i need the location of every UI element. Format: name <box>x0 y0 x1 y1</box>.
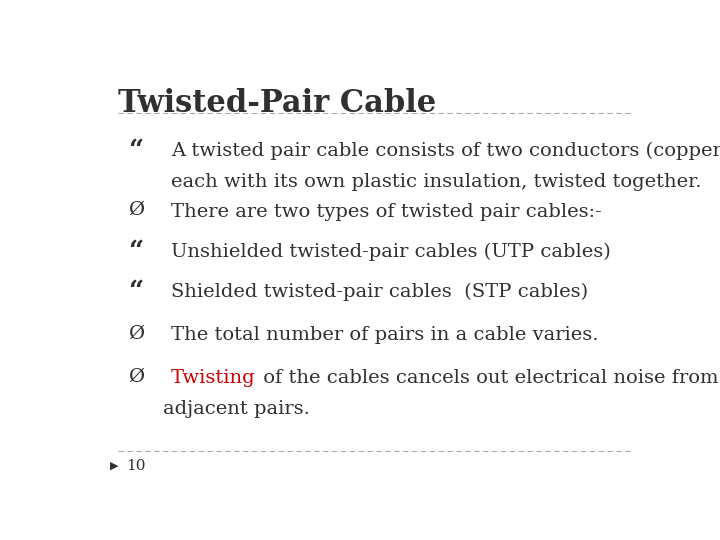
Text: Shielded twisted-pair cables  (STP cables): Shielded twisted-pair cables (STP cables… <box>171 282 588 301</box>
Text: Ø: Ø <box>128 201 144 219</box>
Text: Twisting: Twisting <box>171 369 256 387</box>
Text: “: “ <box>128 279 143 305</box>
Text: 10: 10 <box>126 458 145 472</box>
Text: ▶: ▶ <box>109 461 118 471</box>
Text: The total number of pairs in a cable varies.: The total number of pairs in a cable var… <box>171 326 598 344</box>
Text: Ø: Ø <box>128 368 144 386</box>
Text: A twisted pair cable consists of two conductors (copper),: A twisted pair cable consists of two con… <box>171 141 720 160</box>
Text: There are two types of twisted pair cables:-: There are two types of twisted pair cabl… <box>171 203 602 221</box>
Text: “: “ <box>128 239 143 265</box>
Text: each with its own plastic insulation, twisted together.: each with its own plastic insulation, tw… <box>171 173 701 191</box>
Text: Twisted-Pair Cable: Twisted-Pair Cable <box>118 87 436 119</box>
Text: “: “ <box>128 138 143 164</box>
Text: adjacent pairs.: adjacent pairs. <box>163 400 310 418</box>
Text: Ø: Ø <box>128 324 144 342</box>
Text: Unshielded twisted-pair cables (UTP cables): Unshielded twisted-pair cables (UTP cabl… <box>171 243 611 261</box>
Text: of the cables cancels out electrical noise from: of the cables cancels out electrical noi… <box>257 369 719 387</box>
